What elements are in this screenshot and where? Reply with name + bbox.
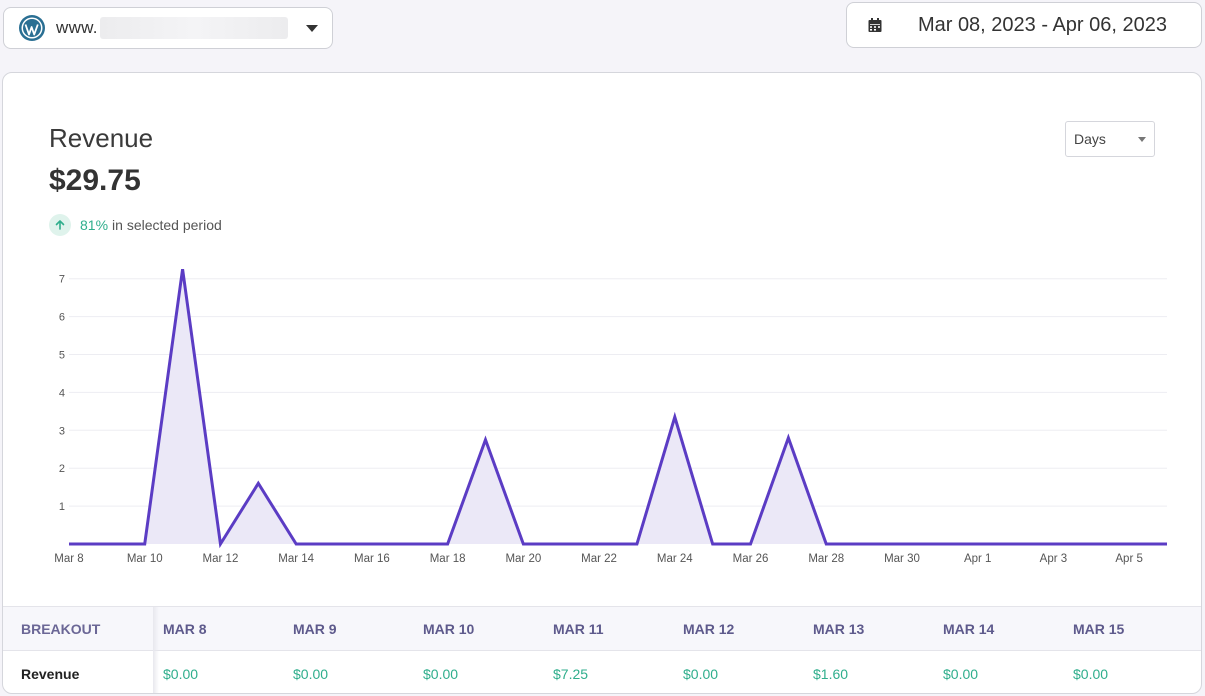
revenue-total: $29.75 <box>49 164 141 197</box>
breakout-table: BREAKOUT MAR 8 MAR 9 MAR 10 MAR 11 MAR 12 MAR… <box>3 606 1201 693</box>
calendar-icon <box>868 18 882 32</box>
y-tick-label: 3 <box>59 425 65 437</box>
breakout-column-header: MAR 11 <box>553 620 604 637</box>
series-line <box>69 269 1167 549</box>
trend-indicator: 81% in selected period <box>49 214 222 236</box>
x-tick-label: Mar 22 <box>581 553 617 565</box>
x-tick-label: Mar 28 <box>808 553 844 565</box>
y-tick-label: 2 <box>59 463 65 475</box>
page-title: Revenue <box>49 123 154 153</box>
date-range-text: Mar 08, 2023 - Apr 06, 2023 <box>917 13 1167 36</box>
y-tick-label: 7 <box>59 274 65 286</box>
interval-select-value: Days <box>1074 131 1106 147</box>
site-url: www. <box>56 18 98 37</box>
date-range-picker[interactable]: Mar 08, 2023 - Apr 06, 2023 <box>846 2 1202 48</box>
redacted-domain <box>99 17 288 39</box>
x-tick-label: Mar 16 <box>354 553 390 565</box>
breakout-cell-value: $7.25 <box>553 666 589 682</box>
arrow-up-icon <box>49 214 71 236</box>
breakout-cell-value: $0.00 <box>163 666 199 682</box>
breakout-column-header: MAR 10 <box>423 620 475 637</box>
y-tick-label: 1 <box>59 501 65 513</box>
interval-select[interactable]: Days <box>1065 121 1155 157</box>
breakout-header-row: BREAKOUT MAR 8 MAR 9 MAR 10 MAR 11 MAR 12 MAR… <box>3 607 1201 651</box>
breakout-column-header: MAR 9 <box>293 620 337 637</box>
x-tick-label: Apr 5 <box>1115 553 1143 565</box>
column-divider <box>153 607 159 693</box>
x-tick-label: Mar 8 <box>54 553 83 565</box>
x-tick-label: Mar 30 <box>884 553 920 565</box>
breakout-row-label: Revenue <box>21 666 80 682</box>
x-tick-label: Apr 1 <box>964 553 992 565</box>
breakout-cell-value: $0.00 <box>683 666 719 682</box>
y-tick-label: 6 <box>59 312 65 324</box>
revenue-card: Revenue $29.75 81% in selected period Da… <box>2 72 1202 694</box>
breakout-cell-value: $0.00 <box>293 666 329 682</box>
chevron-down-icon <box>1138 136 1146 142</box>
x-tick-label: Mar 12 <box>203 553 239 565</box>
wordpress-icon <box>19 15 45 41</box>
breakout-column-header: MAR 13 <box>813 620 865 637</box>
breakout-cell-value: $0.00 <box>1073 666 1109 682</box>
x-tick-label: Mar 14 <box>278 553 314 565</box>
breakout-cell-value: $0.00 <box>423 666 459 682</box>
chevron-down-icon[interactable] <box>306 24 318 32</box>
x-tick-label: Mar 10 <box>127 553 163 565</box>
table-row: Revenue $0.00 $0.00 $0.00 $7.25 $0.00 $1.60 $0… <box>3 652 1201 693</box>
breakout-cell-value: $0.00 <box>943 666 979 682</box>
breakout-column-header: MAR 14 <box>943 620 995 637</box>
x-tick-label: Mar 20 <box>505 553 541 565</box>
y-tick-label: 4 <box>59 387 65 399</box>
trend-percent: 81% <box>80 217 109 233</box>
x-tick-label: Mar 24 <box>657 553 693 565</box>
x-tick-label: Mar 26 <box>733 553 769 565</box>
y-tick-label: 5 <box>59 350 65 362</box>
revenue-chart: 1 2 3 4 5 6 7 Mar 8 Mar 10 Mar 12 Mar 14 Mar 16 Mar … <box>54 269 1167 565</box>
x-tick-label: Apr 3 <box>1040 553 1068 565</box>
breakout-column-header: MAR 12 <box>683 620 735 637</box>
x-tick-label: Mar 18 <box>430 553 466 565</box>
breakout-cell-value: $1.60 <box>813 666 849 682</box>
site-selector[interactable]: www. <box>3 7 333 49</box>
breakout-header-label: BREAKOUT <box>21 620 101 637</box>
series-area <box>69 269 1167 544</box>
trend-label: in selected period <box>112 217 222 233</box>
breakout-column-header: MAR 15 <box>1073 620 1125 637</box>
breakout-column-header: MAR 8 <box>163 620 207 637</box>
